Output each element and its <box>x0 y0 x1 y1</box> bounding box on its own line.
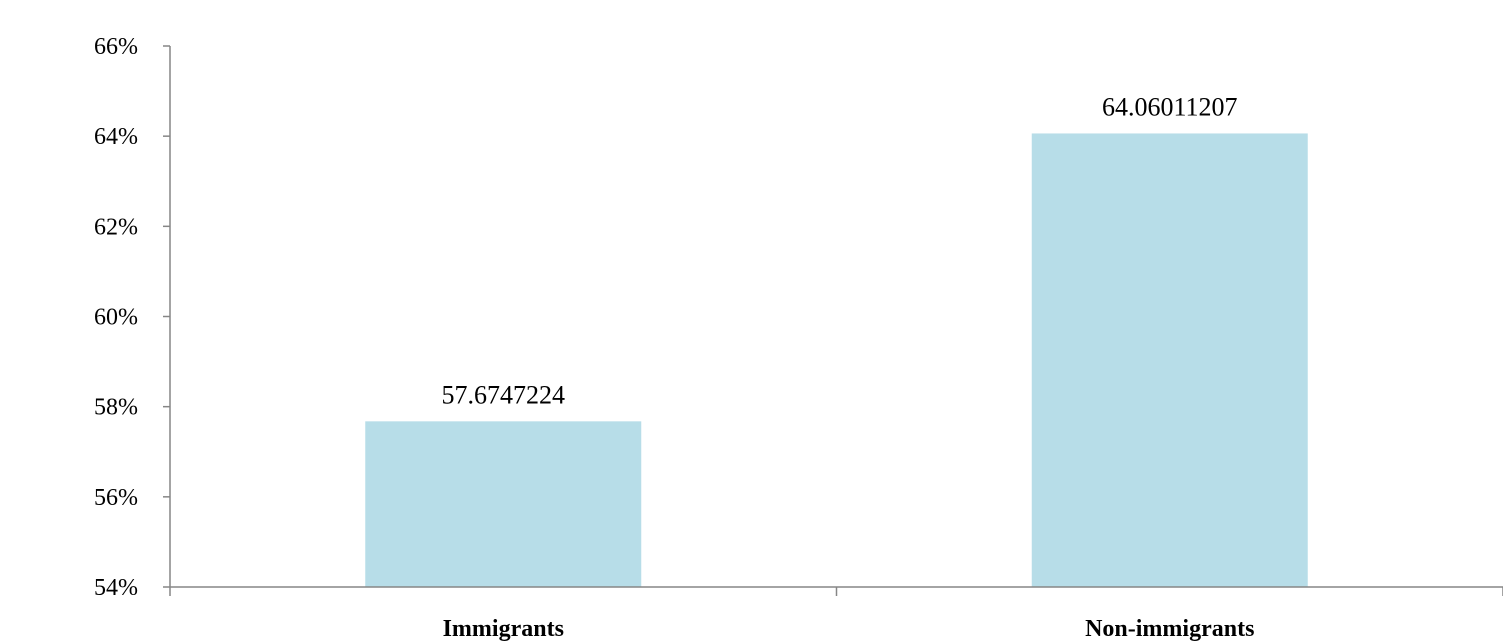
x-category-label: Non-immigrants <box>1085 616 1254 642</box>
y-tick-label: 54% <box>94 575 138 601</box>
y-tick-label: 62% <box>94 214 138 240</box>
bars-group: 57.6747224 64.06011207 <box>365 92 1308 588</box>
y-axis: 54% 56% 58% 60% 62% 64% 66% <box>94 34 171 601</box>
y-tick-label: 56% <box>94 485 138 511</box>
bar-non-immigrants <box>1031 133 1308 588</box>
x-category-label: Immigrants <box>443 616 564 642</box>
y-tick-label: 60% <box>94 305 138 331</box>
x-axis: Immigrants Non-immigrants <box>169 586 1503 642</box>
y-tick-label: 66% <box>94 34 138 60</box>
data-label: 57.6747224 <box>442 380 566 409</box>
bar-immigrants <box>365 421 642 587</box>
data-label: 64.06011207 <box>1102 92 1238 121</box>
y-tick-label: 64% <box>94 124 138 150</box>
y-tick-label: 58% <box>94 395 138 421</box>
